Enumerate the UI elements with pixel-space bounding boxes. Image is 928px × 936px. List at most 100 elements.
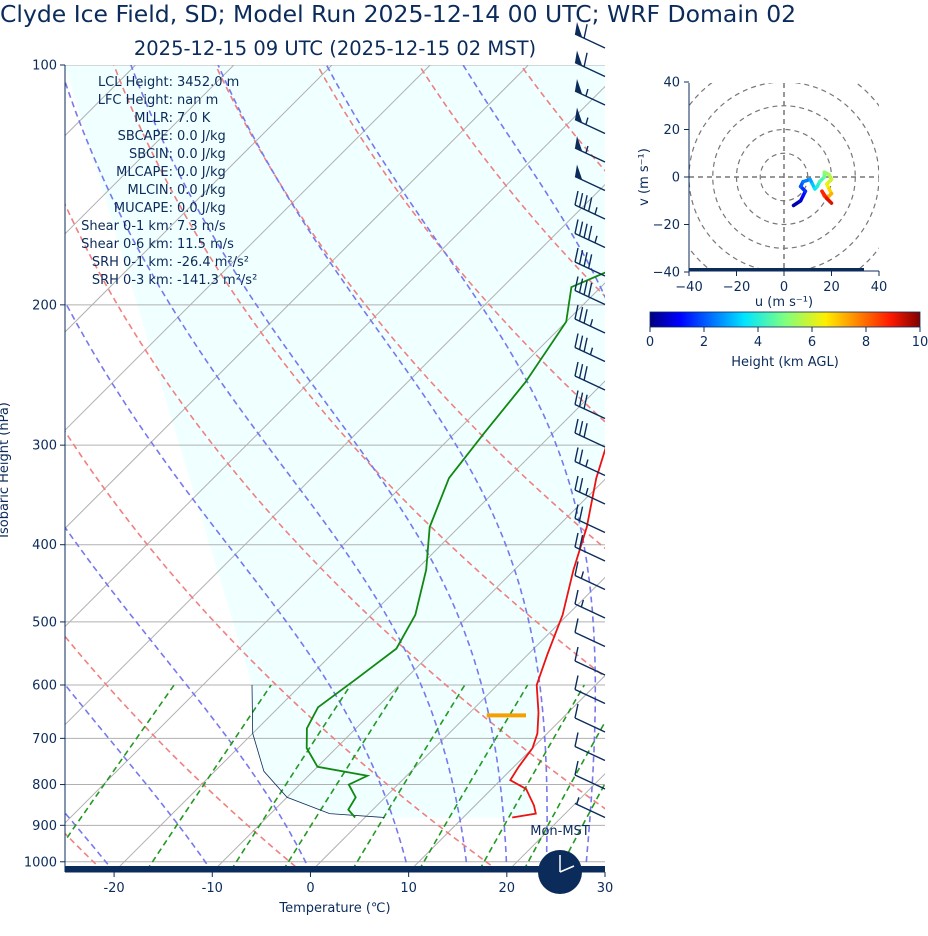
isotherm-line — [211, 478, 605, 872]
y-tick-label: 800 — [32, 778, 57, 793]
wind-barb — [574, 732, 606, 762]
barb-full — [578, 249, 584, 265]
barb-full — [574, 247, 579, 263]
wind-barb — [574, 532, 606, 562]
hodo-x-tick-label: 0 — [780, 280, 788, 295]
colorbar-ticks: 0 2 4 6 8 10 — [646, 327, 928, 350]
y-tick-label: 900 — [32, 819, 57, 834]
plot-area — [65, 60, 928, 876]
wind-barb — [574, 304, 606, 334]
barb-half — [594, 235, 598, 244]
isobar-grid — [65, 65, 605, 863]
barb-staff — [574, 574, 606, 591]
stat-label: LCL Height: — [98, 75, 173, 90]
colorbar-tick-label: 6 — [808, 335, 816, 350]
barb-full — [583, 24, 588, 39]
parcel-profile-line — [251, 684, 385, 818]
barb-full — [587, 225, 593, 241]
wind-barb — [574, 107, 606, 135]
barb-full — [574, 475, 579, 491]
wind-barb — [574, 219, 606, 249]
barb-half — [585, 487, 589, 496]
x-tick-label: 20 — [499, 881, 516, 896]
stat-value: 7.3 m/s — [177, 219, 226, 234]
stat-value: 0.0 J/kg — [177, 183, 226, 198]
barb-flag — [575, 136, 583, 152]
hodograph-trace — [791, 170, 834, 208]
clock-label: Mon-MST — [530, 824, 590, 839]
barb-staff — [574, 489, 606, 505]
y-axis-ticks: 100 200 300 400 500 600 700 800 900 1000 — [24, 59, 65, 870]
barb-full — [583, 394, 588, 409]
stat-value: 3452.0 m — [177, 75, 239, 90]
isotherm-line — [65, 65, 333, 333]
barb-full — [574, 732, 579, 747]
hodo-y-label: v (m s⁻¹) — [637, 148, 652, 206]
hodograph-ticks: −40−40 −20 −20 0 0 20 20 40 40 — [653, 76, 888, 296]
wind-barb — [574, 561, 606, 591]
x-tick-label: -10 — [202, 881, 223, 896]
y-axis-label: Isobaric Height (hPa) — [0, 402, 12, 538]
isotherm-line — [65, 65, 529, 530]
stat-label: Shear 0-1 km: — [81, 219, 173, 234]
hodo-y-tick-label: 20 — [663, 123, 680, 138]
barb-half — [580, 571, 585, 579]
barb-full — [574, 304, 579, 320]
wind-barb — [574, 475, 606, 505]
moist-adiabat — [130, 65, 508, 872]
isotherm-line — [65, 184, 605, 726]
stat-value: 0.0 J/kg — [177, 147, 226, 162]
barb-full — [574, 504, 579, 519]
dry-adiabat — [821, 60, 928, 876]
isotherm-line — [65, 65, 235, 235]
hodo-x-tick-label: −40 — [675, 280, 702, 295]
barb-full — [574, 390, 579, 405]
stat-label: SBCIN: — [129, 147, 173, 162]
barb-full — [574, 361, 579, 377]
isotherm-line — [310, 576, 605, 872]
hodo-segment — [825, 196, 834, 205]
barb-staff — [574, 603, 606, 619]
wind-barb — [574, 164, 606, 192]
barb-full — [574, 618, 579, 633]
barb-full — [587, 254, 593, 269]
barb-half — [585, 117, 589, 125]
barb-full — [578, 392, 584, 407]
barb-flag — [575, 22, 583, 38]
stat-label: MUCAPE: — [114, 201, 173, 216]
isotherm-line — [408, 674, 605, 872]
barb-full — [574, 703, 579, 719]
barb-staff — [574, 375, 606, 391]
stat-label: Shear 0-6 km: — [81, 237, 173, 252]
temperature-profile-line — [509, 446, 605, 819]
barb-full — [587, 197, 593, 212]
wind-barb — [574, 333, 606, 363]
hodo-bottom-bar — [689, 268, 864, 271]
y-tick-label: 500 — [32, 615, 57, 630]
barb-staff — [574, 745, 606, 762]
moist-adiabat — [65, 526, 312, 872]
y-tick-label: 400 — [32, 538, 57, 553]
page-subtitle: 2025-12-15 09 UTC (2025-12-15 02 MST) — [133, 37, 537, 60]
barb-full — [574, 418, 579, 434]
mixing-ratio-line — [281, 684, 401, 872]
barb-full — [574, 276, 579, 291]
barb-full — [583, 280, 588, 295]
barb-full — [578, 335, 584, 350]
wind-barb — [574, 50, 606, 78]
x-axis-label: Temperature (℃) — [278, 901, 390, 916]
mixing-ratio-line — [228, 684, 352, 872]
colorbar-gradient — [649, 311, 921, 328]
dry-adiabat — [316, 65, 605, 423]
barb-full — [574, 447, 579, 462]
barb-full — [574, 190, 579, 206]
isotherm-line — [604, 871, 605, 872]
barb-full — [574, 675, 579, 690]
wind-barb — [574, 390, 606, 420]
wind-barb — [574, 276, 606, 306]
wind-barb — [574, 703, 606, 733]
y-tick-label: 600 — [32, 679, 57, 694]
barb-full — [583, 52, 588, 67]
stat-value: nan m — [177, 93, 218, 108]
x-tick-label: 10 — [400, 881, 417, 896]
